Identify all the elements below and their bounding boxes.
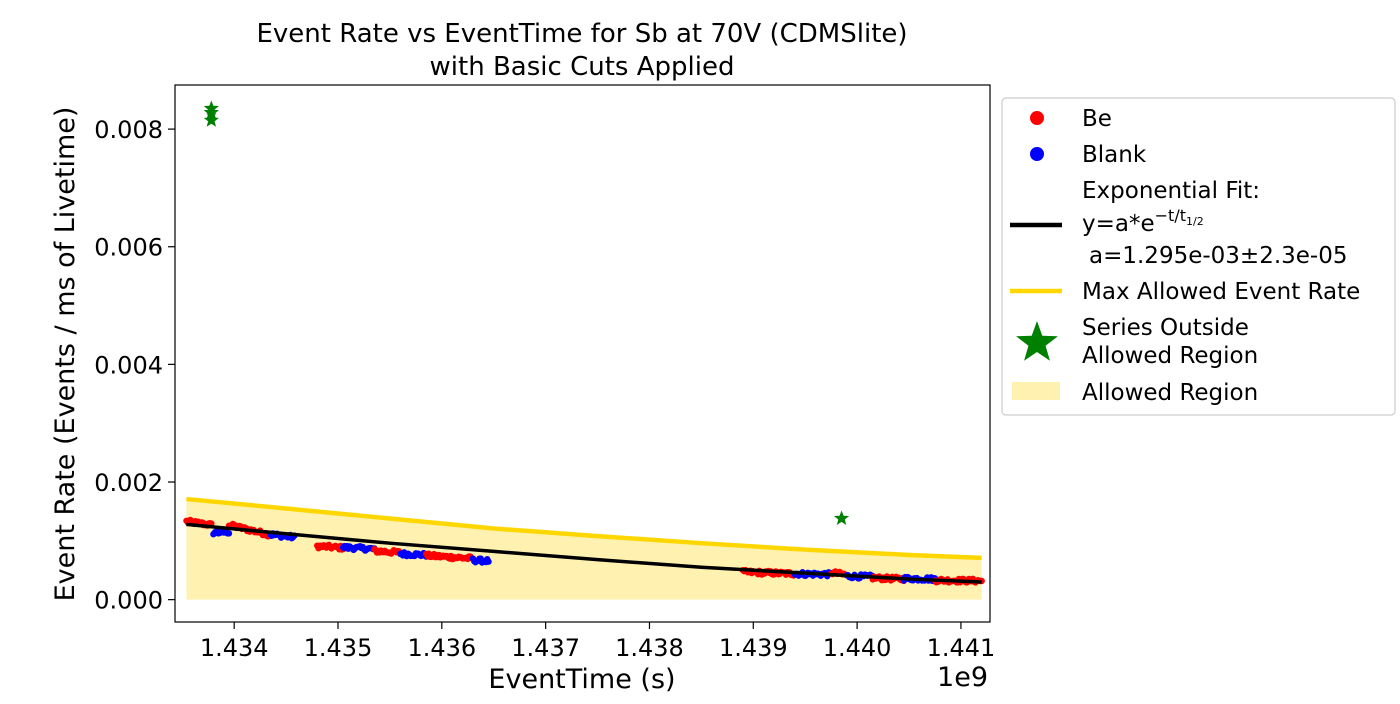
legend-outside-label-1: Series Outside	[1082, 315, 1249, 341]
outside-star-point	[203, 104, 219, 120]
x-tick-label: 1.436	[407, 634, 476, 662]
legend-fit-param: a=1.295e-03±2.3e-05	[1089, 243, 1348, 269]
x-axis-ticks: 1.434 1.435 1.436 1.437 1.438 1.439 1.440 1.441	[200, 622, 995, 662]
x-tick-label: 1.441	[927, 634, 996, 662]
x-tick-label: 1.440	[823, 634, 892, 662]
x-tick-label: 1.439	[719, 634, 788, 662]
y-tick-label: 0.004	[94, 351, 163, 379]
x-axis-offset-label: 1e9	[937, 662, 988, 693]
blank-point	[225, 530, 233, 537]
y-tick-label: 0.000	[94, 587, 163, 615]
legend-max-allowed-label: Max Allowed Event Rate	[1082, 279, 1360, 305]
x-tick-label: 1.434	[200, 634, 269, 662]
outside-star-point	[203, 112, 219, 127]
max-allowed-curve	[186, 496, 982, 561]
legend-region-swatch	[1012, 382, 1060, 400]
legend-fit-exponent: −t/t	[1155, 206, 1186, 225]
outside-star-point	[833, 510, 850, 525]
x-tick-label: 1.437	[511, 634, 580, 662]
legend-region-label: Allowed Region	[1082, 380, 1258, 406]
plot-frame	[174, 84, 991, 623]
y-tick-label: 0.002	[94, 469, 163, 497]
chart-title: Event Rate vs EventTime for Sb at 70V (C…	[256, 19, 907, 49]
legend-blank-marker	[1030, 147, 1044, 161]
legend-outside-star-icon	[1016, 321, 1058, 361]
y-axis-ticks: 0.000 0.002 0.004 0.006 0.008	[94, 116, 175, 615]
fit-lines-layer	[186, 496, 982, 584]
allowed-region-layer	[186, 499, 982, 600]
legend: Be Blank Exponential Fit: y=a*e−t/t1/2 a…	[1001, 97, 1396, 416]
legend-fit-title: Exponential Fit:	[1082, 178, 1260, 204]
legend-be-marker	[1030, 111, 1044, 125]
legend-blank-label: Blank	[1082, 142, 1147, 168]
y-axis-label: Event Rate (Events / ms of Livetime)	[50, 107, 81, 602]
exponential-fit-curve	[186, 522, 982, 584]
x-axis-label: EventTime (s)	[488, 664, 675, 695]
blank-point	[485, 558, 492, 565]
legend-fit-exponent-sub: 1/2	[1186, 215, 1204, 228]
x-tick-label: 1.435	[304, 634, 373, 662]
allowed-region-area	[186, 499, 982, 600]
legend-fit-equation: y=a*e−t/t1/2	[1082, 206, 1204, 237]
legend-box	[1001, 97, 1396, 416]
x-tick-label: 1.438	[615, 634, 684, 662]
y-tick-label: 0.008	[94, 116, 163, 144]
y-tick-label: 0.006	[94, 234, 163, 262]
chart-subtitle: with Basic Cuts Applied	[430, 52, 735, 82]
outside-points-layer	[203, 100, 850, 525]
legend-outside-label-2: Allowed Region	[1082, 343, 1258, 369]
legend-be-label: Be	[1082, 106, 1112, 132]
legend-fit-equation-base: y=a*e	[1082, 211, 1155, 237]
